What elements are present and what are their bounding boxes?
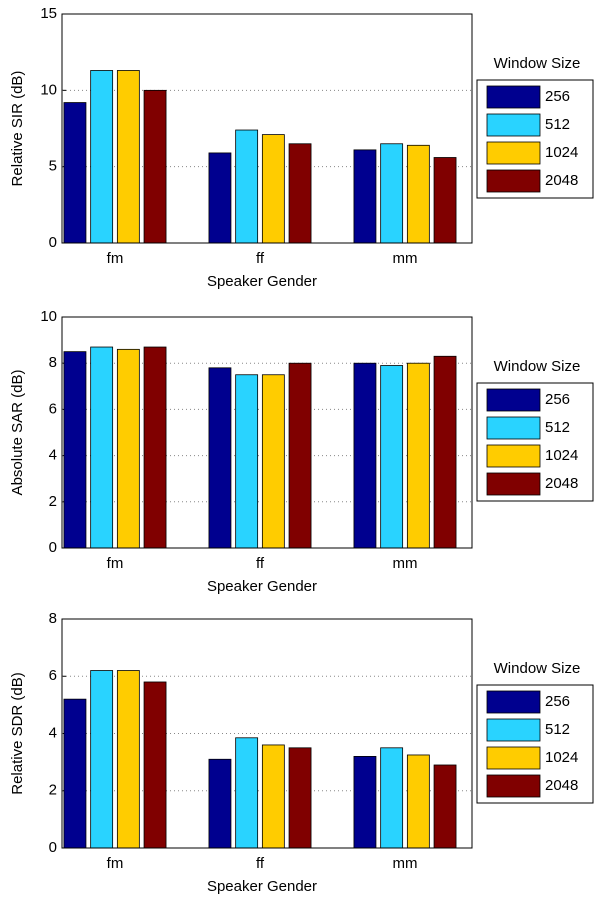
axes-box [61, 316, 473, 549]
legend-label: 2048 [545, 777, 578, 794]
bar [90, 70, 114, 244]
bar [380, 143, 404, 244]
axes-box [61, 13, 473, 244]
bar [380, 747, 404, 849]
legend-swatch [486, 388, 541, 412]
x-axis-label: Speaker Gender [207, 273, 317, 290]
bar [116, 348, 140, 549]
bar [208, 758, 232, 849]
x-tick-label: fm [107, 250, 124, 267]
legend-label: 1024 [545, 447, 578, 464]
legend-title: Window Size [494, 55, 581, 72]
bar [116, 70, 140, 244]
bar [90, 670, 114, 849]
x-tick-label: mm [393, 250, 418, 267]
x-tick-label: fm [107, 555, 124, 572]
legend-swatch [486, 416, 541, 440]
legend-label: 2048 [545, 475, 578, 492]
bar [116, 670, 140, 849]
y-axis-label: Relative SDR (dB) [9, 672, 26, 795]
bar [208, 152, 232, 244]
x-tick-label: ff [256, 250, 265, 267]
bar [433, 764, 457, 849]
bar [261, 744, 285, 849]
x-axis-label: Speaker Gender [207, 578, 317, 595]
legend-title: Window Size [494, 358, 581, 375]
y-tick-label: 4 [49, 724, 57, 741]
legend-label: 1024 [545, 749, 578, 766]
bar [63, 698, 87, 849]
y-tick-label: 6 [49, 400, 57, 417]
y-tick-label: 6 [49, 667, 57, 684]
bar [261, 134, 285, 244]
y-tick-label: 2 [49, 493, 57, 510]
legend-label: 512 [545, 419, 570, 436]
y-tick-label: 15 [40, 5, 57, 22]
x-tick-label: fm [107, 855, 124, 872]
y-tick-label: 8 [49, 354, 57, 371]
bar [63, 351, 87, 549]
bar [261, 374, 285, 549]
bar [288, 362, 312, 549]
y-tick-label: 0 [49, 234, 57, 251]
y-tick-label: 8 [49, 610, 57, 627]
legend-swatch [486, 690, 541, 714]
axes-box [61, 618, 473, 849]
bar [143, 346, 167, 549]
legend-title: Window Size [494, 660, 581, 677]
y-tick-label: 2 [49, 782, 57, 799]
bar [433, 355, 457, 549]
legend-label: 256 [545, 693, 570, 710]
bar [63, 102, 87, 244]
legend-swatch [486, 85, 541, 109]
bar [235, 129, 259, 244]
bar [288, 747, 312, 849]
legend-label: 256 [545, 391, 570, 408]
bar [406, 362, 430, 549]
legend-swatch [486, 113, 541, 137]
y-tick-label: 10 [40, 81, 57, 98]
y-axis-label: Absolute SAR (dB) [9, 370, 26, 496]
y-axis-label: Relative SIR (dB) [9, 71, 26, 187]
legend-swatch [486, 169, 541, 193]
legend-swatch [486, 444, 541, 468]
legend-label: 2048 [545, 172, 578, 189]
bar [208, 367, 232, 549]
bar [235, 374, 259, 549]
bar [406, 144, 430, 244]
bar [406, 754, 430, 849]
legend-label: 256 [545, 88, 570, 105]
bar [288, 143, 312, 244]
bar [353, 149, 377, 244]
y-tick-label: 5 [49, 158, 57, 175]
legend-swatch [486, 718, 541, 742]
x-tick-label: mm [393, 555, 418, 572]
x-tick-label: mm [393, 855, 418, 872]
y-tick-label: 10 [40, 308, 57, 325]
x-tick-label: ff [256, 555, 265, 572]
bar [143, 681, 167, 849]
legend-swatch [486, 746, 541, 770]
bar [143, 89, 167, 244]
x-axis-label: Speaker Gender [207, 878, 317, 895]
bar [353, 756, 377, 849]
y-tick-label: 0 [49, 539, 57, 556]
y-tick-label: 4 [49, 447, 57, 464]
bar [380, 365, 404, 549]
x-tick-label: ff [256, 855, 265, 872]
legend-swatch [486, 774, 541, 798]
legend-swatch [486, 472, 541, 496]
bar [433, 157, 457, 244]
bar [235, 737, 259, 849]
legend-label: 512 [545, 721, 570, 738]
legend-label: 512 [545, 116, 570, 133]
legend-swatch [486, 141, 541, 165]
y-tick-label: 0 [49, 839, 57, 856]
bar [90, 346, 114, 549]
bar [353, 362, 377, 549]
legend-label: 1024 [545, 144, 578, 161]
